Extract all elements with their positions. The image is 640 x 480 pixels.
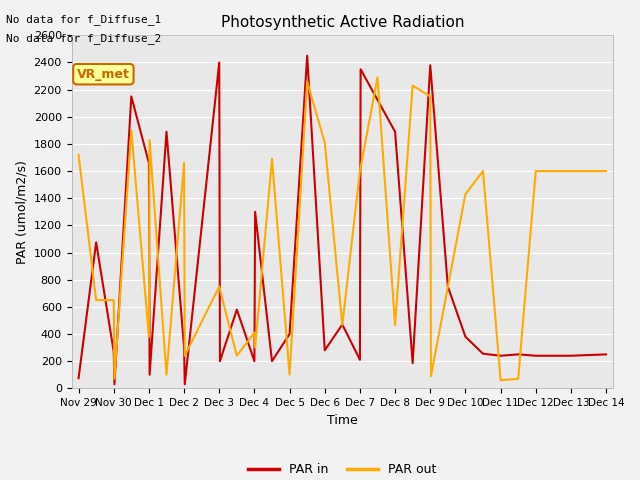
Text: No data for f_Diffuse_1: No data for f_Diffuse_1 [6, 13, 162, 24]
Title: Photosynthetic Active Radiation: Photosynthetic Active Radiation [221, 15, 464, 30]
Y-axis label: PAR (umol/m2/s): PAR (umol/m2/s) [15, 160, 28, 264]
Legend: PAR in, PAR out: PAR in, PAR out [243, 458, 442, 480]
X-axis label: Time: Time [327, 414, 358, 427]
Text: VR_met: VR_met [77, 68, 130, 81]
Text: No data for f_Diffuse_2: No data for f_Diffuse_2 [6, 33, 162, 44]
